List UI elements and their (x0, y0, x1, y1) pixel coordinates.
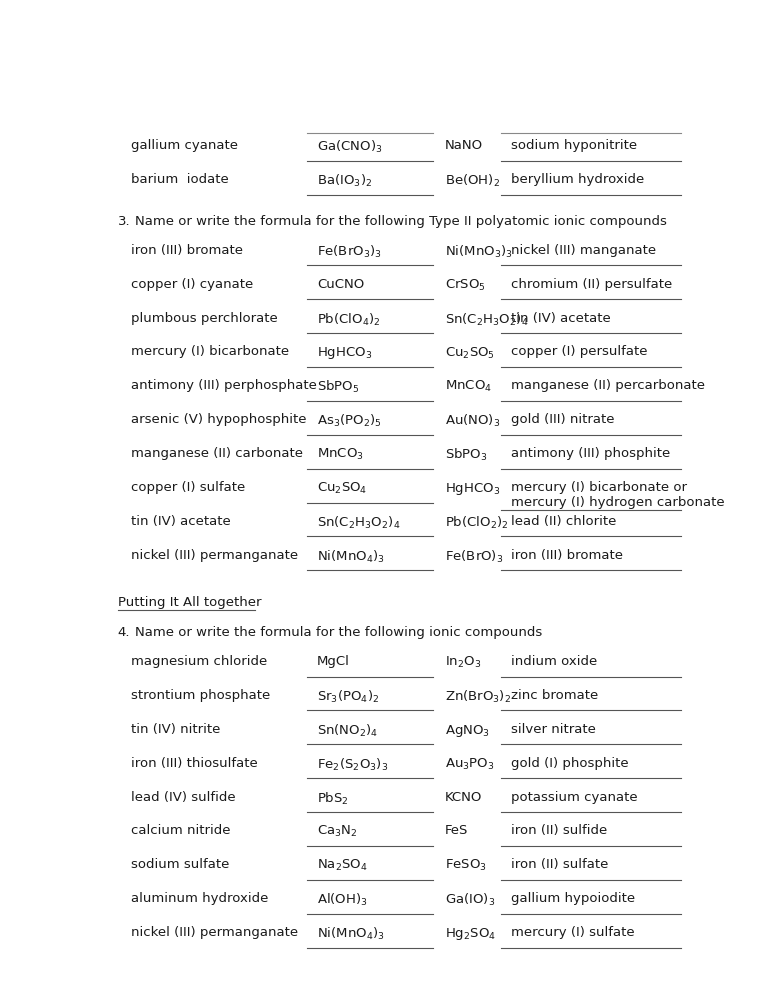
Text: plumbous perchlorate: plumbous perchlorate (131, 312, 277, 325)
Text: Zn(BrO$_3$)$_2$: Zn(BrO$_3$)$_2$ (445, 688, 511, 705)
Text: arsenic (V) hypophosphite: arsenic (V) hypophosphite (131, 413, 306, 426)
Text: Fe(BrO)$_3$: Fe(BrO)$_3$ (445, 549, 503, 565)
Text: Name or write the formula for the following Type II polyatomic ionic compounds: Name or write the formula for the follow… (134, 214, 667, 227)
Text: gold (I) phosphite: gold (I) phosphite (511, 757, 628, 770)
Text: Ni(MnO$_3$)$_3$: Ni(MnO$_3$)$_3$ (445, 244, 512, 260)
Text: antimony (III) phosphite: antimony (III) phosphite (511, 447, 670, 460)
Text: Ni(MnO$_4$)$_3$: Ni(MnO$_4$)$_3$ (317, 926, 385, 942)
Text: Fe(BrO$_3$)$_3$: Fe(BrO$_3$)$_3$ (317, 244, 382, 260)
Text: Al(OH)$_3$: Al(OH)$_3$ (317, 892, 368, 909)
Text: nickel (III) permanganate: nickel (III) permanganate (131, 549, 298, 562)
Text: PbS$_2$: PbS$_2$ (317, 791, 349, 807)
Text: iron (III) thiosulfate: iron (III) thiosulfate (131, 757, 257, 770)
Text: AgNO$_3$: AgNO$_3$ (445, 723, 490, 739)
Text: Ba(IO$_3$)$_2$: Ba(IO$_3$)$_2$ (317, 173, 372, 189)
Text: CuCNO: CuCNO (317, 277, 364, 290)
Text: iron (III) bromate: iron (III) bromate (131, 244, 243, 257)
Text: Sn(C$_2$H$_3$O$_2$)$_4$: Sn(C$_2$H$_3$O$_2$)$_4$ (317, 515, 400, 531)
Text: Hg$_2$SO$_4$: Hg$_2$SO$_4$ (445, 926, 496, 942)
Text: mercury (I) hydrogen carbonate: mercury (I) hydrogen carbonate (511, 495, 724, 509)
Text: indium oxide: indium oxide (511, 655, 597, 668)
Text: SbPO$_3$: SbPO$_3$ (445, 447, 487, 463)
Text: tin (IV) acetate: tin (IV) acetate (511, 312, 611, 325)
Text: FeS: FeS (445, 824, 468, 837)
Text: Putting It All together: Putting It All together (118, 596, 261, 609)
Text: antimony (III) perphosphate: antimony (III) perphosphate (131, 379, 316, 392)
Text: tin (IV) nitrite: tin (IV) nitrite (131, 723, 220, 736)
Text: In$_2$O$_3$: In$_2$O$_3$ (445, 655, 481, 670)
Text: Pb(ClO$_4$)$_2$: Pb(ClO$_4$)$_2$ (317, 312, 380, 328)
Text: 3.: 3. (118, 214, 131, 227)
Text: manganese (II) percarbonate: manganese (II) percarbonate (511, 379, 704, 392)
Text: gallium cyanate: gallium cyanate (131, 139, 238, 152)
Text: aluminum hydroxide: aluminum hydroxide (131, 892, 268, 906)
Text: copper (I) persulfate: copper (I) persulfate (511, 346, 647, 359)
Text: Au$_3$PO$_3$: Au$_3$PO$_3$ (445, 757, 495, 772)
Text: Sn(NO$_2$)$_4$: Sn(NO$_2$)$_4$ (317, 723, 378, 739)
Text: nickel (III) permanganate: nickel (III) permanganate (131, 926, 298, 939)
Text: Cu$_2$SO$_4$: Cu$_2$SO$_4$ (317, 481, 367, 496)
Text: lead (II) chlorite: lead (II) chlorite (511, 515, 616, 528)
Text: manganese (II) carbonate: manganese (II) carbonate (131, 447, 303, 460)
Text: mercury (I) bicarbonate: mercury (I) bicarbonate (131, 346, 289, 359)
Text: Fe$_2$(S$_2$O$_3$)$_3$: Fe$_2$(S$_2$O$_3$)$_3$ (317, 757, 388, 773)
Text: KCNO: KCNO (445, 791, 482, 804)
Text: gold (III) nitrate: gold (III) nitrate (511, 413, 614, 426)
Text: copper (I) cyanate: copper (I) cyanate (131, 277, 253, 290)
Text: sodium hyponitrite: sodium hyponitrite (511, 139, 637, 152)
Text: Sr$_3$(PO$_4$)$_2$: Sr$_3$(PO$_4$)$_2$ (317, 688, 379, 705)
Text: gallium hypoiodite: gallium hypoiodite (511, 892, 634, 906)
Text: sodium sulfate: sodium sulfate (131, 858, 230, 871)
Text: Cu$_2$SO$_5$: Cu$_2$SO$_5$ (445, 346, 495, 361)
Text: potassium cyanate: potassium cyanate (511, 791, 637, 804)
Text: Ga(IO)$_3$: Ga(IO)$_3$ (445, 892, 495, 909)
Text: Be(OH)$_2$: Be(OH)$_2$ (445, 173, 500, 189)
Text: HgHCO$_3$: HgHCO$_3$ (317, 346, 372, 362)
Text: 4.: 4. (118, 626, 131, 639)
Text: Ni(MnO$_4$)$_3$: Ni(MnO$_4$)$_3$ (317, 549, 385, 565)
Text: MnCO$_3$: MnCO$_3$ (317, 447, 363, 462)
Text: iron (III) bromate: iron (III) bromate (511, 549, 623, 562)
Text: nickel (III) manganate: nickel (III) manganate (511, 244, 656, 257)
Text: iron (II) sulfide: iron (II) sulfide (511, 824, 607, 837)
Text: MnCO$_4$: MnCO$_4$ (445, 379, 492, 394)
Text: Sn(C$_2$H$_3$O$_2$)$_4$: Sn(C$_2$H$_3$O$_2$)$_4$ (445, 312, 528, 328)
Text: Ca$_3$N$_2$: Ca$_3$N$_2$ (317, 824, 358, 839)
Text: magnesium chloride: magnesium chloride (131, 655, 267, 668)
Text: barium  iodate: barium iodate (131, 173, 229, 186)
Text: Name or write the formula for the following ionic compounds: Name or write the formula for the follow… (134, 626, 542, 639)
Text: Pb(ClO$_2$)$_2$: Pb(ClO$_2$)$_2$ (445, 515, 508, 531)
Text: strontium phosphate: strontium phosphate (131, 688, 270, 701)
Text: iron (II) sulfate: iron (II) sulfate (511, 858, 608, 871)
Text: Na$_2$SO$_4$: Na$_2$SO$_4$ (317, 858, 368, 873)
Text: silver nitrate: silver nitrate (511, 723, 595, 736)
Text: NaNO: NaNO (445, 139, 483, 152)
Text: copper (I) sulfate: copper (I) sulfate (131, 481, 245, 494)
Text: beryllium hydroxide: beryllium hydroxide (511, 173, 644, 186)
Text: mercury (I) sulfate: mercury (I) sulfate (511, 926, 634, 939)
Text: calcium nitride: calcium nitride (131, 824, 230, 837)
Text: FeSO$_3$: FeSO$_3$ (445, 858, 487, 873)
Text: lead (IV) sulfide: lead (IV) sulfide (131, 791, 236, 804)
Text: Au(NO)$_3$: Au(NO)$_3$ (445, 413, 500, 429)
Text: HgHCO$_3$: HgHCO$_3$ (445, 481, 500, 496)
Text: tin (IV) acetate: tin (IV) acetate (131, 515, 230, 528)
Text: CrSO$_5$: CrSO$_5$ (445, 277, 485, 292)
Text: SbPO$_5$: SbPO$_5$ (317, 379, 359, 395)
Text: zinc bromate: zinc bromate (511, 688, 598, 701)
Text: MgCl: MgCl (317, 655, 349, 668)
Text: chromium (II) persulfate: chromium (II) persulfate (511, 277, 672, 290)
Text: As$_3$(PO$_2$)$_5$: As$_3$(PO$_2$)$_5$ (317, 413, 382, 429)
Text: mercury (I) bicarbonate or: mercury (I) bicarbonate or (511, 481, 687, 494)
Text: Ga(CNO)$_3$: Ga(CNO)$_3$ (317, 139, 382, 155)
